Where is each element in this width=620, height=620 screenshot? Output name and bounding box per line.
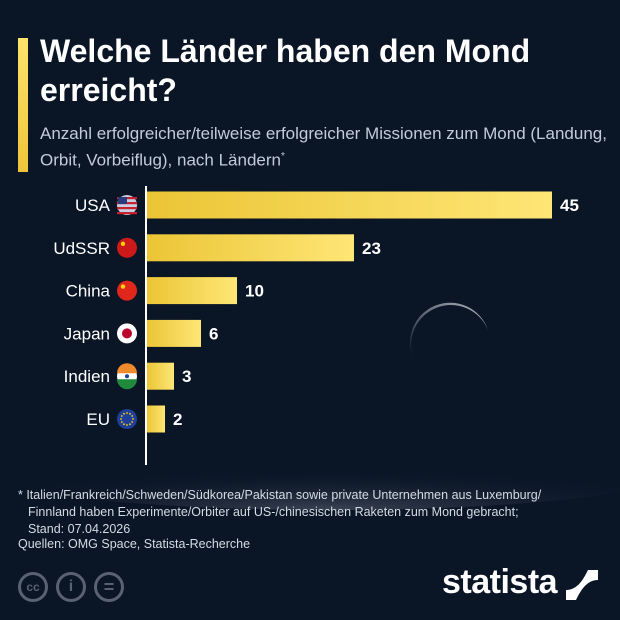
- flag-star: [129, 423, 131, 426]
- bar-japan: [147, 319, 201, 347]
- cc-license-icon[interactable]: cc: [18, 572, 48, 602]
- moon-crescent: [410, 302, 488, 360]
- statista-logo[interactable]: statista: [442, 563, 558, 601]
- flag-star: [131, 415, 134, 417]
- note-line: * Italien/Frankreich/Schweden/Südkorea/P…: [18, 488, 542, 502]
- category-label: EU: [86, 410, 110, 429]
- category-label: USA: [75, 196, 111, 215]
- attribution-icon[interactable]: i: [56, 572, 86, 602]
- by-text: i: [68, 578, 74, 595]
- flag-star: [123, 412, 125, 415]
- note-line: Stand: 07.04.2026: [28, 522, 131, 536]
- flag-star: [123, 423, 125, 426]
- chart-subtitle: Anzahl erfolgreicher/teilweise erfolgrei…: [40, 122, 610, 172]
- subtitle-text: Anzahl erfolgreicher/teilweise erfolgrei…: [40, 124, 607, 170]
- category-label: Japan: [64, 324, 110, 343]
- flag-star: [126, 412, 128, 414]
- category-label: UdSSR: [53, 239, 110, 258]
- flag-band: [117, 379, 137, 390]
- value-label: 23: [362, 239, 381, 258]
- bar-eu: [147, 405, 165, 433]
- value-label: 3: [182, 367, 191, 386]
- flag-stripe: [117, 212, 137, 215]
- ussr-flag-icon: [117, 237, 137, 258]
- eu-flag-icon: [117, 409, 137, 429]
- note-line: Finnland haben Experimente/Orbiter auf U…: [28, 505, 519, 519]
- category-label: China: [66, 282, 111, 301]
- flag-star: [120, 415, 123, 417]
- flag-star: [120, 241, 126, 246]
- value-label: 6: [209, 324, 218, 343]
- statista-logo-mark: [566, 570, 598, 600]
- bar-china: [147, 277, 237, 305]
- flag-disc: [122, 328, 132, 339]
- flag-star: [131, 421, 134, 423]
- flag-band: [117, 363, 137, 374]
- flag-canton: [118, 197, 127, 204]
- flag-stripe: [117, 207, 137, 210]
- bar-indien: [147, 362, 174, 390]
- cc-text: cc: [26, 580, 40, 594]
- footnote-mark: *: [280, 151, 285, 162]
- value-label: 10: [245, 282, 264, 301]
- flag-star: [120, 284, 126, 289]
- flag-star: [129, 412, 131, 415]
- flag-wheel: [125, 374, 129, 379]
- flag-star: [120, 418, 122, 420]
- horizon-glow: [0, 440, 620, 510]
- flag-star: [132, 418, 134, 420]
- source: Quellen: OMG Space, Statista-Recherche: [18, 537, 251, 551]
- china-flag-icon: [117, 280, 137, 301]
- value-label: 2: [173, 410, 182, 429]
- title-accent-bar: [18, 38, 28, 172]
- chart-title: Welche Länder haben den Mond erreicht?: [40, 33, 531, 108]
- category-label: Indien: [64, 367, 110, 386]
- footnote: * Italien/Frankreich/Schweden/Südkorea/P…: [18, 487, 608, 538]
- nd-text: =: [103, 576, 115, 597]
- value-label: 45: [560, 196, 579, 215]
- bar-udssr: [147, 234, 354, 262]
- bar-usa: [147, 191, 552, 219]
- flag-star: [120, 421, 123, 423]
- flag-star: [126, 424, 128, 426]
- no-derivatives-icon[interactable]: =: [94, 572, 124, 602]
